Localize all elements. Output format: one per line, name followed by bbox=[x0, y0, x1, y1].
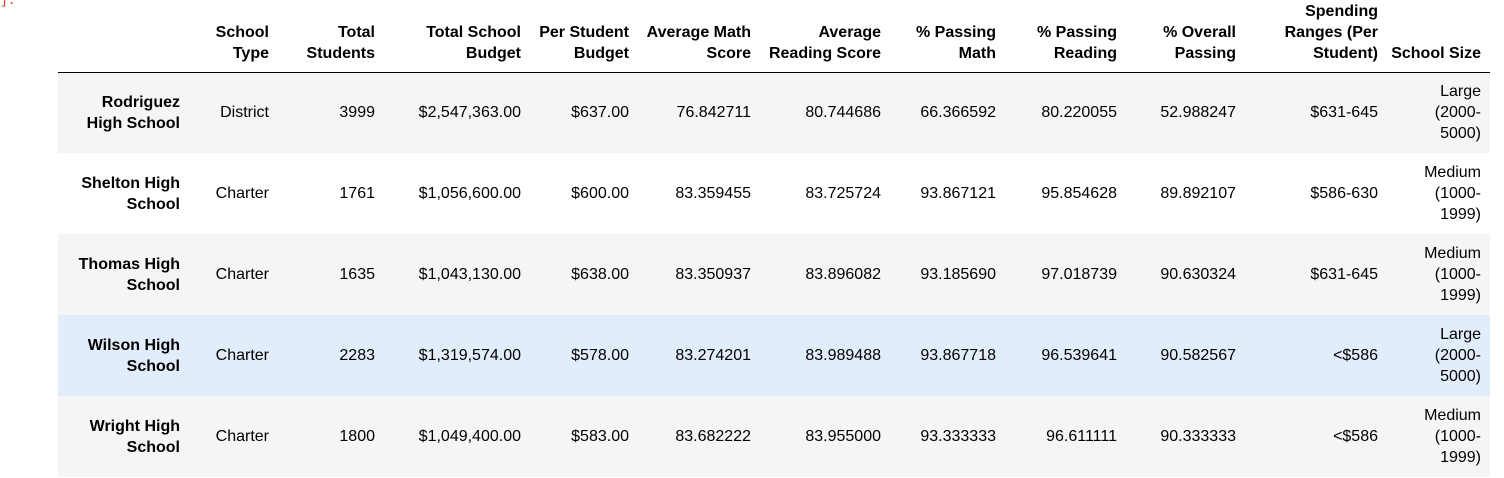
cell-per-student-budget: $600.00 bbox=[571, 185, 629, 202]
cell-total-school-budget: $1,056,600.00 bbox=[418, 185, 521, 202]
cell-school-type: District bbox=[220, 104, 269, 122]
cell-total-students: 1635 bbox=[339, 266, 375, 283]
cell-average-reading-score: 83.725724 bbox=[805, 185, 881, 202]
cell-overall-passing: 52.988247 bbox=[1160, 104, 1236, 122]
table-row: Thomas High School Charter 1635 $1,043,1… bbox=[58, 234, 1490, 315]
cell-passing-reading: 96.611111 bbox=[1046, 428, 1117, 445]
cell-average-math-score: 83.682222 bbox=[675, 428, 751, 445]
column-header-overall-passing: % Overall Passing bbox=[1126, 0, 1245, 73]
cell-passing-math: 93.867121 bbox=[920, 185, 996, 202]
cell-total-students: 2283 bbox=[339, 347, 375, 364]
column-header-passing-reading: % Passing Reading bbox=[1005, 0, 1126, 73]
cell-passing-math: 93.333333 bbox=[920, 428, 996, 445]
cell-average-reading-score: 83.989488 bbox=[805, 347, 881, 364]
table-row: Wright High School Charter 1800 $1,049,4… bbox=[58, 396, 1490, 477]
cell-total-students: 1800 bbox=[339, 428, 375, 445]
index-header bbox=[58, 0, 190, 73]
cell-total-school-budget: $1,319,574.00 bbox=[418, 347, 521, 364]
cell-passing-reading: 96.539641 bbox=[1041, 347, 1117, 364]
column-header-passing-math: % Passing Math bbox=[890, 0, 1005, 73]
cell-school-type: Charter bbox=[215, 428, 269, 445]
cell-average-math-score: 83.350937 bbox=[675, 266, 751, 283]
cell-overall-passing: 90.630324 bbox=[1160, 266, 1236, 283]
cell-spending-range: <$586 bbox=[1333, 347, 1378, 364]
cell-school-size: Medium (1000-1999) bbox=[1387, 153, 1490, 234]
school-size-text: Large (2000-5000) bbox=[1434, 326, 1481, 385]
cell-spending-range: $631-645 bbox=[1310, 266, 1378, 283]
column-header-school-size: School Size bbox=[1387, 0, 1490, 73]
dataframe-table: School Type Total Students Total School … bbox=[58, 0, 1490, 477]
school-size-text: Medium (1000-1999) bbox=[1424, 164, 1481, 223]
row-index-school-name: Wright High School bbox=[89, 417, 180, 456]
cell-total-students: 1761 bbox=[339, 185, 375, 202]
cell-total-school-budget: $2,547,363.00 bbox=[418, 104, 521, 122]
cell-average-reading-score: 83.955000 bbox=[805, 428, 881, 445]
column-header-spending-ranges: Spending Ranges (Per Student) bbox=[1245, 0, 1387, 73]
column-header-total-students: Total Students bbox=[278, 0, 384, 73]
cell-per-student-budget: $583.00 bbox=[571, 428, 629, 445]
cell-school-type: Charter bbox=[215, 185, 269, 202]
cell-passing-reading: 95.854628 bbox=[1041, 185, 1117, 202]
school-size-text: Medium (1000-1999) bbox=[1424, 245, 1481, 304]
cell-average-reading-score: 83.896082 bbox=[805, 266, 881, 283]
school-size-text: Large (2000-5000) bbox=[1434, 83, 1481, 143]
cell-per-student-budget: $578.00 bbox=[571, 347, 629, 364]
cell-school-size: Large (2000-5000) bbox=[1387, 315, 1490, 396]
cell-total-school-budget: $1,043,130.00 bbox=[418, 266, 521, 283]
column-header-average-math-score: Average Math Score bbox=[638, 0, 760, 73]
cell-prompt-label: ]: bbox=[0, 0, 16, 8]
row-index-school-name: Shelton High School bbox=[81, 174, 180, 213]
table-row: Shelton High School Charter 1761 $1,056,… bbox=[58, 153, 1490, 234]
column-header-school-type: School Type bbox=[190, 0, 278, 73]
cell-school-size: Medium (1000-1999) bbox=[1387, 396, 1490, 477]
cell-per-student-budget: $637.00 bbox=[571, 104, 629, 122]
school-size-text: Medium (1000-1999) bbox=[1424, 407, 1481, 466]
cell-average-math-score: 83.359455 bbox=[675, 185, 751, 202]
row-index-school-name: Thomas High School bbox=[78, 255, 180, 294]
table-body: Rodriguez High School District 3999 $2,5… bbox=[58, 72, 1490, 477]
column-header-total-school-budget: Total School Budget bbox=[384, 0, 530, 73]
column-header-per-student-budget: Per Student Budget bbox=[530, 0, 638, 73]
cell-passing-math: 66.366592 bbox=[920, 104, 996, 122]
column-header-average-reading-score: Average Reading Score bbox=[760, 0, 890, 73]
cell-overall-passing: 90.333333 bbox=[1160, 428, 1236, 445]
cell-passing-math: 93.867718 bbox=[920, 347, 996, 364]
cell-passing-reading: 97.018739 bbox=[1041, 266, 1117, 283]
cell-overall-passing: 90.582567 bbox=[1160, 347, 1236, 364]
cell-total-school-budget: $1,049,400.00 bbox=[418, 428, 521, 445]
header-row: School Type Total Students Total School … bbox=[58, 0, 1490, 73]
table-row: Rodriguez High School District 3999 $2,5… bbox=[58, 72, 1490, 153]
cell-spending-range: $586-630 bbox=[1310, 185, 1378, 202]
row-index-school-name: Wilson High School bbox=[87, 336, 180, 375]
row-index-school-name: Rodriguez High School bbox=[86, 93, 180, 132]
cell-school-size: Medium (1000-1999) bbox=[1387, 234, 1490, 315]
table-header: School Type Total Students Total School … bbox=[58, 0, 1490, 73]
table-row-highlighted: Wilson High School Charter 2283 $1,319,5… bbox=[58, 315, 1490, 396]
cell-total-students: 3999 bbox=[339, 104, 375, 122]
cell-per-student-budget: $638.00 bbox=[571, 266, 629, 283]
cell-average-math-score: 76.842711 bbox=[676, 104, 751, 122]
cell-school-size: Large (2000-5000) bbox=[1387, 72, 1490, 153]
cell-school-type: Charter bbox=[215, 266, 269, 283]
cell-overall-passing: 89.892107 bbox=[1160, 185, 1236, 202]
cell-spending-range: $631-645 bbox=[1310, 104, 1378, 122]
cell-school-type: Charter bbox=[215, 347, 269, 364]
cell-average-reading-score: 80.744686 bbox=[805, 104, 881, 122]
cell-spending-range: <$586 bbox=[1333, 428, 1378, 445]
cell-average-math-score: 83.274201 bbox=[675, 347, 751, 364]
cell-passing-math: 93.185690 bbox=[920, 266, 996, 283]
cell-passing-reading: 80.220055 bbox=[1041, 104, 1117, 122]
